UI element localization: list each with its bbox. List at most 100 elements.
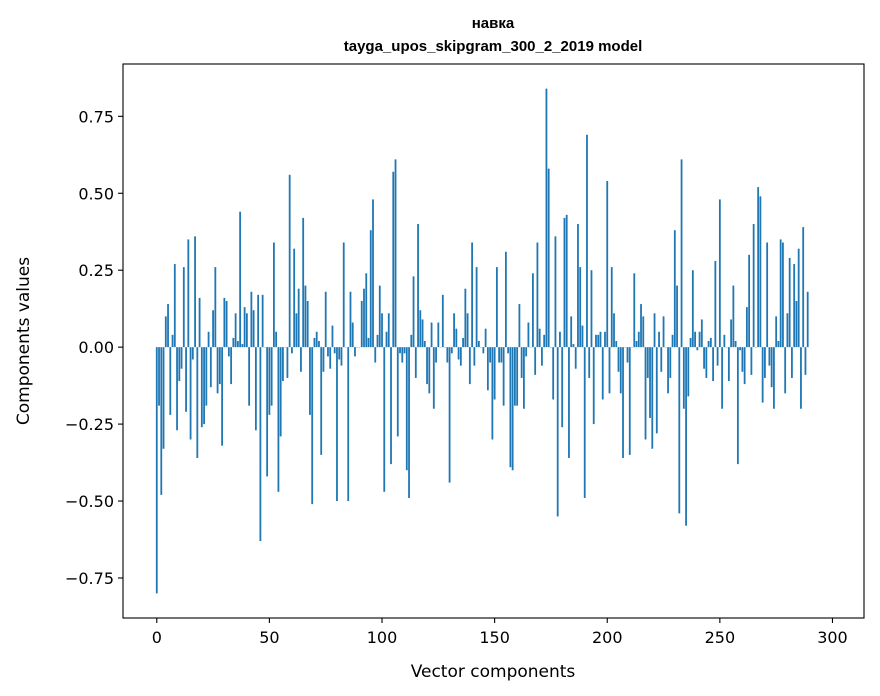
bar-74: [322, 347, 325, 372]
bar-82: [340, 347, 343, 366]
bar-207: [622, 347, 624, 458]
bar-248: [714, 260, 717, 348]
bar-230: [673, 230, 676, 348]
bar-209: [626, 347, 629, 363]
bar-171: [541, 347, 543, 366]
bar-192: [588, 347, 591, 378]
bar-197: [599, 331, 602, 348]
bar-267: [757, 187, 760, 348]
bar-281: [788, 257, 791, 348]
y-tick-label: 0.50: [78, 184, 114, 203]
x-tick-label: 0: [152, 628, 162, 647]
bar-285: [797, 248, 800, 348]
bar-263: [748, 254, 751, 348]
x-axis-label: Vector components: [411, 662, 576, 682]
bar-71: [315, 331, 318, 348]
bar-39: [243, 307, 246, 348]
bar-224: [660, 347, 663, 372]
bar-190: [583, 347, 586, 498]
bar-217: [644, 347, 647, 440]
bar-12: [182, 267, 185, 348]
bar-185: [572, 344, 575, 348]
bar-113: [410, 334, 413, 348]
bar-26: [214, 267, 217, 348]
bar-162: [520, 347, 523, 378]
bar-169: [536, 242, 539, 348]
bar-287: [802, 227, 805, 348]
bar-181: [563, 217, 566, 348]
bar-158: [511, 347, 514, 471]
bar-130: [448, 347, 451, 483]
bar-107: [396, 347, 399, 437]
bar-87: [351, 322, 354, 348]
bar-86: [349, 291, 352, 348]
bar-99: [378, 285, 381, 348]
bar-93: [365, 273, 368, 348]
y-tick-label: 0.00: [78, 338, 114, 357]
bar-91: [360, 300, 363, 348]
bar-247: [712, 347, 714, 382]
bar-221: [653, 313, 656, 348]
bar-36: [236, 341, 239, 348]
bar-9: [176, 347, 178, 431]
bar-191: [586, 134, 588, 348]
bar-25: [212, 310, 214, 348]
bar-55: [279, 347, 282, 437]
bar-218: [646, 347, 649, 378]
bar-156: [507, 347, 510, 354]
bar-106: [394, 159, 397, 348]
bar-143: [477, 341, 480, 348]
bar-213: [635, 341, 638, 348]
bar-274: [773, 347, 775, 409]
bar-172: [543, 334, 546, 348]
bar-62: [295, 313, 298, 348]
bar-222: [655, 347, 658, 434]
bar-140: [471, 242, 473, 348]
x-tick-label: 50: [259, 628, 279, 647]
bar-5: [167, 304, 169, 348]
chart-title: навка: [472, 15, 515, 32]
bar-255: [730, 319, 733, 348]
bar-38: [241, 344, 244, 348]
bar-240: [696, 347, 699, 351]
x-axis-ticks: 0 50 100 150 200 250 300: [152, 618, 848, 647]
bar-66: [304, 285, 307, 348]
bar-58: [286, 347, 289, 378]
bar-40: [245, 313, 248, 348]
bar-176: [552, 347, 555, 400]
bar-164: [525, 347, 528, 357]
bar-151: [495, 267, 498, 348]
bar-220: [651, 347, 654, 449]
bar-117: [419, 310, 422, 348]
bar-244: [705, 347, 708, 378]
bar-283: [793, 264, 796, 348]
bar-41: [248, 347, 251, 406]
bar-246: [709, 337, 712, 348]
bar-13: [185, 347, 187, 412]
bar-238: [691, 270, 694, 348]
bar-196: [597, 334, 600, 348]
bar-110: [403, 347, 406, 354]
bar-149: [491, 347, 494, 440]
bar-204: [615, 341, 618, 348]
bar-56: [282, 347, 284, 382]
bar-249: [716, 347, 719, 366]
bar-118: [421, 319, 424, 348]
bar-46: [259, 347, 262, 542]
bar-182: [565, 214, 568, 348]
bar-125: [437, 322, 440, 348]
bar-68: [309, 347, 311, 415]
bar-205: [617, 347, 620, 372]
bar-79: [333, 347, 336, 354]
bar-254: [727, 347, 730, 382]
bar-258: [736, 347, 739, 465]
bar-194: [592, 347, 595, 425]
bar-32: [227, 347, 230, 357]
bar-159: [514, 347, 516, 406]
bar-64: [300, 347, 302, 372]
bar-11: [180, 347, 183, 369]
bar-96: [372, 199, 374, 348]
bar-49: [266, 347, 269, 477]
bar-233: [680, 159, 683, 348]
bar-30: [223, 297, 226, 348]
